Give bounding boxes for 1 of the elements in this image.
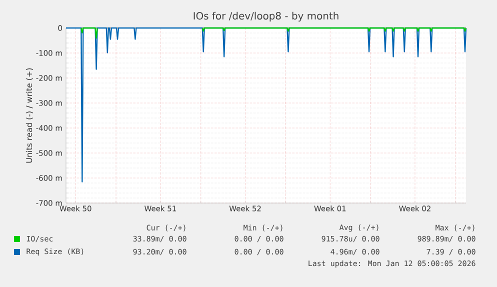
chart-title: IOs for /dev/loop8 - by month	[194, 12, 338, 22]
